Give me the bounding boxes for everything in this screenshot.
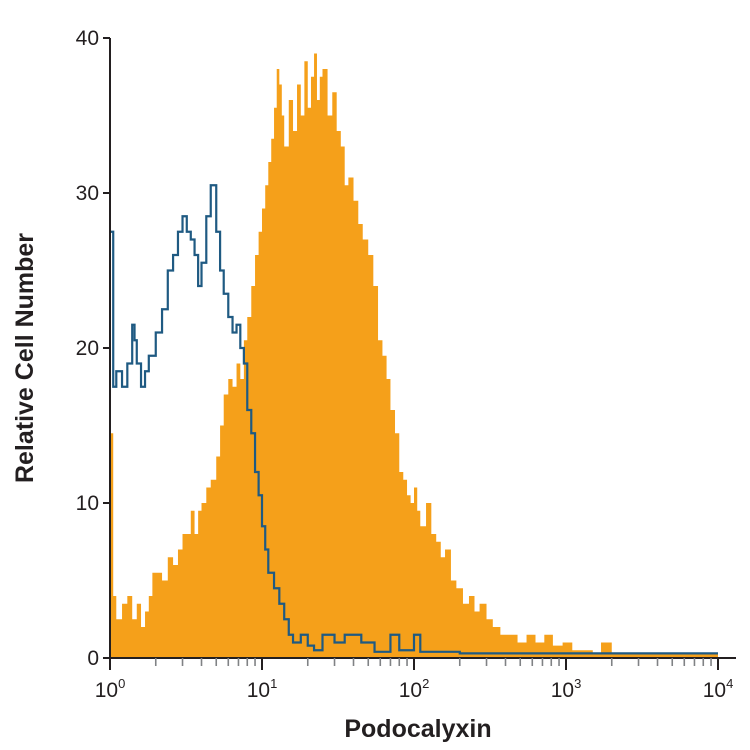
plot-area: 0 10 20 30 40 100 101 102 103 104: [76, 27, 736, 702]
y-tick-label: 20: [76, 337, 99, 360]
y-ticks: 0 10 20 30 40: [76, 27, 110, 670]
y-tick-label: 10: [76, 492, 99, 515]
x-tick-label: 101: [247, 676, 278, 702]
series-layer: [110, 53, 718, 658]
y-tick-label: 40: [76, 27, 99, 50]
y-axis-title: Relative Cell Number: [11, 233, 39, 483]
y-tick-label: 30: [76, 182, 99, 205]
x-tick-label: 103: [551, 676, 582, 702]
axes-layer: 0 10 20 30 40 100 101 102 103 104: [76, 27, 736, 702]
y-tick-label: 0: [87, 647, 99, 670]
histogram-series-filled: [110, 53, 718, 658]
x-tick-label: 102: [399, 676, 430, 702]
histogram-series-outline: [110, 184, 718, 655]
x-tick-label: 104: [703, 676, 734, 702]
x-ticks: 100 101 102 103 104: [95, 658, 734, 702]
x-tick-label: 100: [95, 676, 126, 702]
x-axis-title: Podocalyxin: [344, 715, 491, 743]
